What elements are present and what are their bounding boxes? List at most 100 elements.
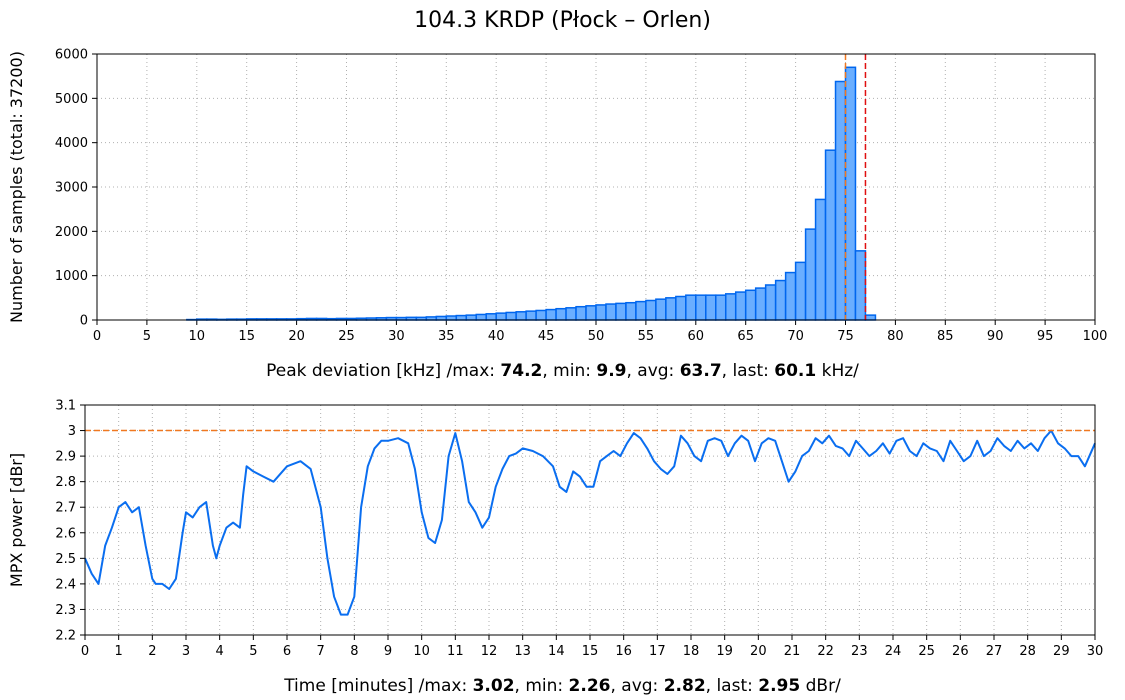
histogram-bar [804,228,817,321]
timeseries-xtick-label: 19 [716,644,733,659]
histogram-xtick-label: 25 [338,329,355,344]
histogram-xtick-label: 60 [688,329,705,344]
histogram-ytick-label: 6000 [55,48,88,63]
timeseries-xtick-label: 2 [148,644,156,659]
timeseries-xtick-label: 16 [615,644,632,659]
histogram-plot-frame [96,53,1096,321]
histogram-ytick-label: 3000 [55,181,88,196]
timeseries-last-label: , last: [705,676,759,696]
histogram-xtick-label: 45 [538,329,555,344]
histogram-bar [495,312,507,321]
histogram-bar [575,305,587,321]
histogram-ytick-label: 4000 [55,136,88,151]
timeseries-xtick-label: 3 [182,644,190,659]
timeseries-ylabel: MPX power [dBr] [7,453,26,587]
timeseries-xlabel-prefix: Time [minutes] /max: [284,676,473,696]
histogram-last-label: , last: [721,361,775,381]
histogram-xtick-label: 30 [388,329,405,344]
histogram-bar [764,284,777,321]
histogram-bar [824,149,837,321]
histogram-bar [794,261,807,321]
page-title: 104.3 KRDP (Płock – Orlen) [414,8,711,33]
histogram-xtick-label: 70 [787,329,804,344]
timeseries-xtick-label: 23 [851,644,868,659]
histogram-bar [854,250,867,321]
timeseries-xlabel: Time [minutes] /max: 3.02, min: 2.26, av… [0,676,1125,696]
timeseries-ytick-label: 2.5 [55,552,76,567]
histogram-xtick-label: 65 [737,329,754,344]
histogram-xtick-label: 40 [488,329,505,344]
timeseries-avg-value: 2.82 [663,676,706,696]
timeseries-ytick-label: 2.8 [55,475,76,490]
histogram-xtick-label: 55 [638,329,655,344]
histogram-min-value: 9.9 [596,361,627,381]
histogram-xtick-label: 10 [189,329,206,344]
histogram-avg-label: , avg: [626,361,680,381]
histogram-max-value: 74.2 [500,361,543,381]
timeseries-xtick-label: 29 [1053,644,1070,659]
histogram-bar [864,314,877,321]
histogram-bar [525,310,537,321]
timeseries-xtick-label: 18 [683,644,700,659]
histogram-xlabel-prefix: Peak deviation [kHz] /max: [266,361,501,381]
histogram-xtick-label: 15 [238,329,255,344]
histogram-bar [844,66,857,321]
histogram-bar [834,80,847,321]
histogram-xtick-label: 85 [937,329,954,344]
histogram-bar [565,307,577,321]
histogram-bar [754,287,767,321]
timeseries-xtick-label: 4 [216,644,224,659]
timeseries-xtick-label: 27 [986,644,1003,659]
timeseries-ytick-label: 2.7 [55,501,76,516]
histogram-bar [505,311,517,321]
histogram-bar [485,313,497,321]
histogram-bar [635,300,647,321]
timeseries-xtick-label: 8 [350,644,358,659]
histogram-bar [515,311,527,321]
histogram-bar [675,295,687,321]
histogram-xtick-label: 5 [143,329,151,344]
histogram-bar [734,291,747,321]
histogram-ylabel: Number of samples (total: 37200) [7,51,26,323]
histogram-bar [465,314,477,321]
histogram-xtick-label: 90 [987,329,1004,344]
timeseries-xtick-label: 1 [115,644,123,659]
histogram-bar [545,308,557,321]
timeseries-xtick-label: 7 [317,644,325,659]
timeseries-xtick-label: 26 [952,644,969,659]
timeseries-ytick-label: 2.3 [55,603,76,618]
timeseries-plot-frame [84,404,1096,636]
histogram-xtick-label: 50 [588,329,605,344]
timeseries-panel: 0 1 2 3 4 5 6 7 8 9 10 11 12 13 14 15 16 17 18 19 20 21 22 23 24… [7,399,1103,660]
histogram-xtick-label: 0 [93,329,101,344]
histogram-bar [645,299,657,321]
histogram-bar [555,307,567,321]
histogram-xlabel-suffix: kHz/ [816,361,859,381]
histogram-last-value: 60.1 [774,361,817,381]
histogram-bar [625,301,637,321]
histogram-bar [744,289,757,321]
timeseries-ytick-label: 3.1 [55,399,76,414]
histogram-bar [814,198,827,321]
histogram-avg-value: 63.7 [679,361,722,381]
histogram-bar [774,279,787,321]
histogram-bar [655,298,667,321]
histogram-ytick-label: 1000 [55,269,88,284]
histogram-bar [585,305,597,321]
histogram-ytick-label: 2000 [55,225,88,240]
histogram-min-label: , min: [542,361,597,381]
timeseries-xtick-label: 6 [283,644,291,659]
histogram-bar [615,302,627,321]
histogram-bar [715,294,727,321]
timeseries-xtick-label: 20 [750,644,767,659]
timeseries-xtick-label: 0 [81,644,89,659]
histogram-bar [435,315,448,321]
timeseries-min-label: , min: [514,676,569,696]
timeseries-ytick-label: 2.2 [55,629,76,644]
timeseries-ytick-label: 2.9 [55,450,76,465]
histogram-bar [784,271,797,321]
histogram-bar [665,297,677,321]
histogram-ytick-label: 0 [80,314,88,329]
timeseries-xtick-label: 10 [413,644,430,659]
